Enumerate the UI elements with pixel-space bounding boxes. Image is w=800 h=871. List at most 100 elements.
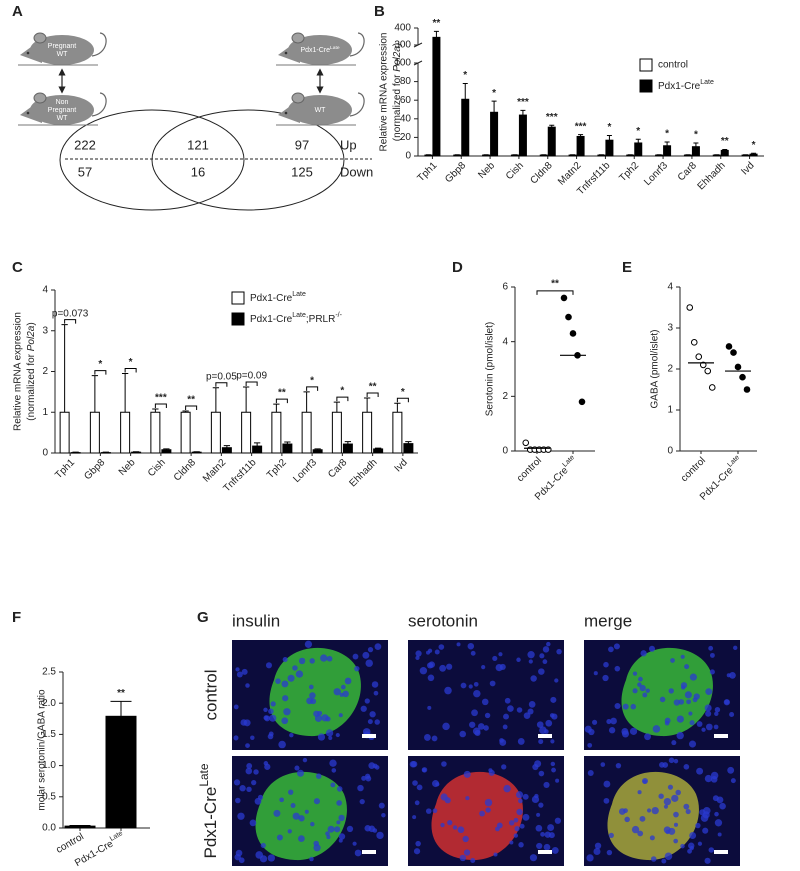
nucleus	[600, 762, 606, 767]
nucleus	[632, 688, 638, 694]
nucleus	[658, 793, 664, 799]
nucleus	[523, 712, 531, 719]
nucleus	[614, 665, 621, 672]
nucleus	[369, 711, 376, 718]
nucleus	[631, 825, 640, 834]
error-bar	[223, 445, 231, 448]
nucleus	[473, 689, 481, 698]
nucleus	[275, 678, 281, 684]
nucleus	[629, 727, 638, 735]
nucleus	[586, 854, 594, 862]
nucleus	[269, 714, 277, 722]
nucleus	[413, 848, 421, 855]
y-tick-label: 60	[400, 95, 412, 106]
nucleus	[667, 784, 674, 790]
nucleus	[310, 821, 315, 827]
y-tick-label: 0	[405, 151, 411, 162]
significance-label: *	[129, 357, 133, 368]
nucleus	[650, 856, 657, 862]
y-axis-label: GABA (pmol/islet)	[650, 330, 661, 409]
nucleus	[309, 856, 314, 862]
y-axis-label-part: (normalized for	[26, 351, 37, 420]
nucleus	[551, 713, 558, 720]
nucleus	[680, 654, 685, 659]
nucleus	[236, 671, 243, 678]
nucleus	[333, 688, 341, 696]
bar	[490, 111, 499, 157]
nucleus	[517, 738, 525, 745]
error-bar	[433, 30, 439, 38]
x-tick-label: Neb	[476, 160, 497, 181]
nucleus	[336, 800, 342, 806]
nucleus	[281, 680, 289, 688]
nucleus	[528, 700, 536, 708]
nucleus	[587, 742, 593, 748]
nucleus	[717, 832, 722, 837]
significance-bracket	[185, 405, 198, 411]
nucleus	[335, 733, 340, 738]
nucleus	[426, 662, 434, 669]
bar	[362, 411, 373, 454]
nucleus	[668, 827, 676, 835]
nucleus	[518, 798, 523, 804]
y-tick-label: 3	[42, 325, 48, 336]
nucleus	[729, 712, 735, 718]
nucleus	[503, 713, 509, 720]
significance-bracket	[536, 290, 574, 295]
row-label-part: Late	[197, 763, 211, 787]
significance-bracket	[366, 392, 379, 397]
nucleus	[701, 727, 706, 732]
data-point	[522, 439, 530, 447]
error-bar	[273, 403, 280, 413]
nucleus	[364, 698, 370, 704]
data-point	[560, 294, 568, 302]
error-bar	[549, 124, 555, 128]
nucleus	[309, 658, 315, 664]
nucleus	[719, 802, 726, 810]
error-bar	[635, 138, 641, 143]
nucleus	[362, 651, 370, 659]
nucleus	[467, 642, 475, 650]
bar	[518, 114, 527, 157]
nucleus	[340, 684, 346, 690]
nucleus	[704, 774, 713, 783]
nucleus	[479, 810, 485, 817]
nucleus	[440, 822, 445, 828]
micrograph	[584, 756, 740, 866]
scale-bar	[362, 850, 376, 854]
nucleus	[594, 842, 602, 850]
nucleus	[664, 852, 673, 860]
nucleus	[270, 701, 276, 707]
nucleus	[246, 763, 253, 769]
nucleus	[237, 812, 245, 820]
nucleus	[438, 644, 445, 650]
y-tick-label: 0	[502, 446, 508, 457]
data-point	[578, 398, 586, 406]
mouse-tail	[91, 32, 107, 57]
nucleus	[733, 645, 738, 651]
nucleus	[292, 812, 300, 820]
y-tick-label: 300	[394, 40, 411, 51]
nucleus	[671, 740, 677, 746]
nucleus	[727, 766, 735, 774]
nucleus	[346, 825, 354, 833]
nucleus	[708, 645, 714, 651]
nucleus	[676, 715, 684, 723]
nucleus	[518, 842, 524, 848]
nucleus	[415, 655, 420, 661]
bar	[131, 451, 142, 454]
nucleus	[334, 826, 341, 833]
nucleus	[282, 695, 289, 702]
micrograph	[408, 640, 564, 750]
nucleus	[444, 686, 452, 695]
significance-label: **	[278, 388, 286, 399]
channel-label: serotonin	[408, 611, 478, 630]
legend-label-part: Late	[292, 312, 306, 319]
nucleus	[468, 684, 473, 689]
x-tick-label-part: Pdx1-Cre	[698, 465, 736, 503]
nucleus	[234, 853, 241, 861]
significance-bracket	[94, 370, 107, 375]
x-tick-label: Tnfrsf11b	[221, 457, 258, 494]
nucleus	[536, 812, 541, 817]
nucleus	[501, 764, 507, 770]
